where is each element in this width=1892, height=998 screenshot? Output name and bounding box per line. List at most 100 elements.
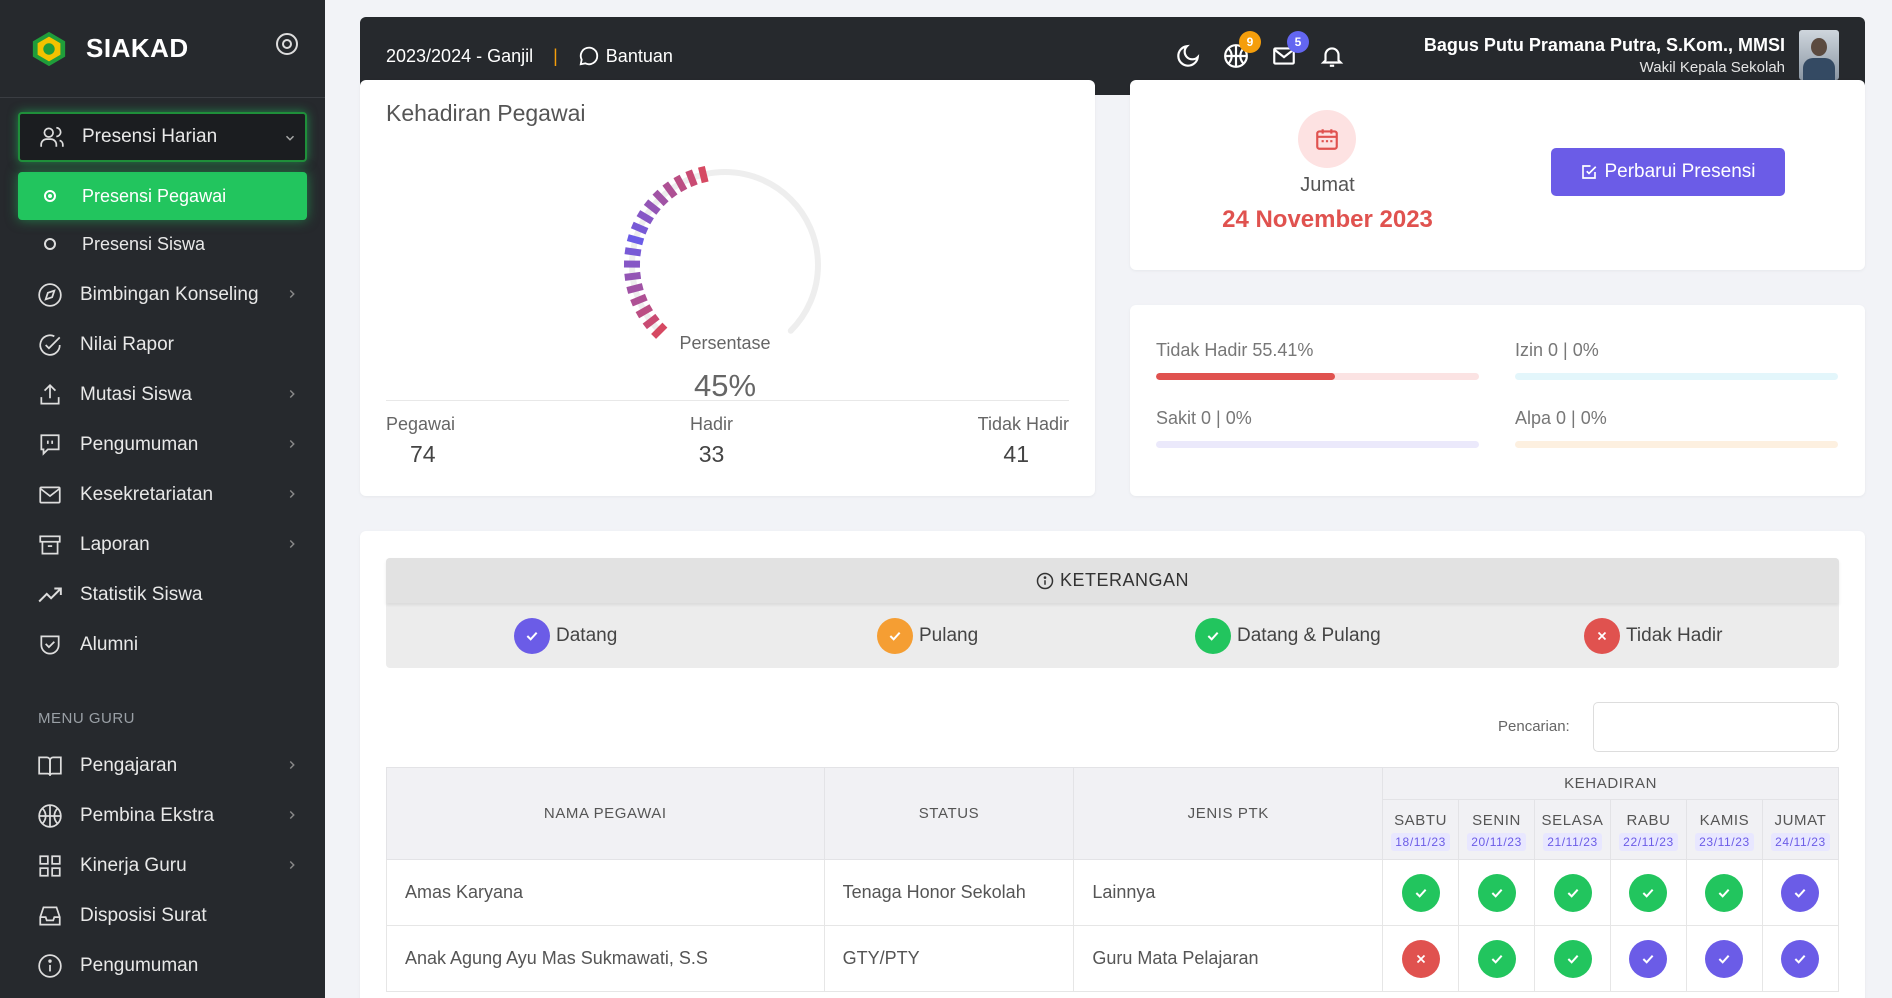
academic-period[interactable]: 2023/2024 - Ganjil: [386, 45, 534, 66]
col-jenis-ptk[interactable]: JENIS PTK: [1073, 767, 1384, 860]
day-name: KAMIS: [1699, 812, 1750, 829]
cell-attendance: [1610, 859, 1687, 926]
sidebar-item-mutasi-siswa[interactable]: Mutasi Siswa: [18, 370, 307, 420]
current-day: Jumat: [1300, 174, 1355, 196]
stat-hadir: Hadir 33: [690, 414, 733, 468]
check-icon[interactable]: [1705, 939, 1744, 978]
sidebar-item-label: Pengumuman: [80, 955, 199, 976]
sidebar-item-kesekretariatan[interactable]: Kesekretariatan: [18, 470, 307, 520]
gauge-tick: [673, 174, 688, 193]
user-menu[interactable]: Bagus Putu Pramana Putra, S.Kom., MMSI W…: [1424, 30, 1839, 80]
day-name: SABTU: [1394, 812, 1448, 829]
radio-dot-icon: [44, 190, 56, 202]
check-icon[interactable]: [1629, 873, 1668, 912]
check-icon[interactable]: [1553, 939, 1592, 978]
sidebar-item-disposisi-surat[interactable]: Disposisi Surat: [18, 891, 307, 941]
topbar-icons: 9 5: [1175, 31, 1345, 69]
day-date: 20/11/23: [1467, 833, 1526, 851]
ekstra-notification-button[interactable]: 9: [1223, 31, 1261, 69]
cell-attendance: [1382, 925, 1460, 992]
sidebar-item-label: Statistik Siswa: [80, 584, 203, 605]
attendance-table-card: KETERANGAN Datang Pulang Datang & Pulang…: [360, 531, 1865, 998]
x-icon[interactable]: [1401, 939, 1440, 978]
dark-mode-button[interactable]: [1175, 43, 1201, 69]
calendar-badge: [1298, 110, 1356, 168]
sidebar-subitem-presensi-pegawai[interactable]: Presensi Pegawai: [18, 172, 307, 220]
table-body: Amas Karyana Tenaga Honor Sekolah Lainnya A…: [386, 859, 1840, 992]
mail-notification-button[interactable]: 5: [1271, 31, 1309, 69]
cell-attendance: [1534, 925, 1611, 992]
search-input[interactable]: [1593, 702, 1839, 752]
help-link[interactable]: Bantuan: [578, 45, 673, 67]
progress-track: [1515, 373, 1838, 380]
check-icon[interactable]: [1781, 939, 1820, 978]
cell-attendance: [1610, 925, 1687, 992]
day-header-row: SABTU 18/11/23 SENIN 20/11/23 SELASA 21/11/23…: [387, 799, 1840, 860]
col-day: SENIN 20/11/23: [1458, 799, 1536, 860]
button-label: Perbarui Presensi: [1604, 161, 1756, 182]
upload-icon: [36, 381, 64, 409]
legend-pulang: Pulang: [877, 618, 978, 654]
sidebar-item-alumni[interactable]: Alumni: [18, 620, 307, 670]
check-icon: [1195, 618, 1231, 654]
sidebar-item-kinerja-guru[interactable]: Kinerja Guru: [18, 841, 307, 891]
check-icon[interactable]: [1629, 939, 1668, 978]
sidebar-item-laporan[interactable]: Laporan: [18, 520, 307, 570]
check-icon[interactable]: [1553, 873, 1592, 912]
sidebar-item-statistik-siswa[interactable]: Statistik Siswa: [18, 570, 307, 620]
menu-heading-guru: MENU GURU: [38, 710, 135, 727]
shield-check-icon: [36, 631, 64, 659]
stat-value: 41: [1003, 441, 1029, 467]
legend-datang-pulang: Datang & Pulang: [1195, 618, 1381, 654]
sidebar-subitem-presensi-siswa[interactable]: Presensi Siswa: [18, 220, 307, 268]
stat-pegawai: Pegawai 74: [386, 414, 455, 468]
check-icon[interactable]: [1477, 873, 1516, 912]
cell-attendance: [1685, 859, 1763, 926]
sidebar-item-pengumuman[interactable]: Pengumuman: [18, 420, 307, 470]
progress-track: [1515, 441, 1838, 448]
sidebar-item-bimbingan-konseling[interactable]: Bimbingan Konseling: [18, 270, 307, 320]
stat-label: Hadir: [690, 414, 734, 434]
stat-value: 74: [410, 441, 436, 467]
sidebar-item-presensi-harian[interactable]: Presensi Harian: [18, 112, 307, 162]
sidebar-item-pembina-ekstra[interactable]: Pembina Ekstra: [18, 791, 307, 841]
sidebar-item-label: Alumni: [80, 634, 139, 655]
gauge-tick: [626, 234, 645, 246]
gauge-track: [629, 169, 821, 334]
cell-attendance: [1685, 925, 1763, 992]
help-label: Bantuan: [605, 45, 673, 66]
chevron-right-icon: [289, 489, 295, 499]
sidebar-item-label: Presensi Pegawai: [82, 185, 227, 206]
cell-jenis: Lainnya: [1073, 859, 1384, 926]
notification-button[interactable]: [1319, 43, 1345, 69]
attendance-table: NAMA PEGAWAI STATUS JENIS PTK KEHADIRAN …: [386, 767, 1840, 992]
check-icon[interactable]: [1401, 873, 1440, 912]
trending-up-icon: [36, 581, 64, 609]
sidebar-item-pengumuman-guru[interactable]: Pengumuman: [18, 941, 307, 991]
cell-attendance: [1382, 859, 1460, 926]
sidebar-toggle-icon[interactable]: [275, 32, 299, 56]
check-icon[interactable]: [1477, 939, 1516, 978]
col-day: KAMIS 23/11/23: [1685, 799, 1763, 860]
search-label: Pencarian:: [1498, 718, 1570, 735]
sidebar-item-pengajaran[interactable]: Pengajaran: [18, 741, 307, 791]
gauge-tick: [635, 304, 653, 319]
sidebar-item-label: Pembina Ekstra: [80, 805, 215, 826]
sidebar-item-nilai-rapor[interactable]: Nilai Rapor: [18, 320, 307, 370]
check-icon[interactable]: [1705, 873, 1744, 912]
check-icon[interactable]: [1781, 873, 1820, 912]
topbar-separator: |: [553, 45, 558, 66]
col-nama-pegawai[interactable]: NAMA PEGAWAI: [386, 767, 825, 860]
progress-izin: Izin 0 | 0%: [1515, 340, 1838, 380]
update-attendance-button[interactable]: Perbarui Presensi: [1551, 148, 1785, 196]
legend-label: Pulang: [919, 625, 979, 646]
col-status[interactable]: STATUS: [823, 767, 1075, 860]
table-row: Anak Agung Ayu Mas Sukmawati, S.S GTY/PTY…: [386, 925, 1840, 992]
day-name: SENIN: [1472, 812, 1521, 829]
avatar[interactable]: [1799, 30, 1839, 80]
stat-label: Tidak Hadir: [977, 414, 1069, 434]
info-icon: [36, 952, 64, 980]
sidebar-item-label: Kesekretariatan: [80, 484, 214, 505]
attendance-breakdown-card: Tidak Hadir 55.41% Izin 0 | 0% Sakit 0 |…: [1130, 305, 1865, 496]
day-name: RABU: [1626, 812, 1671, 829]
